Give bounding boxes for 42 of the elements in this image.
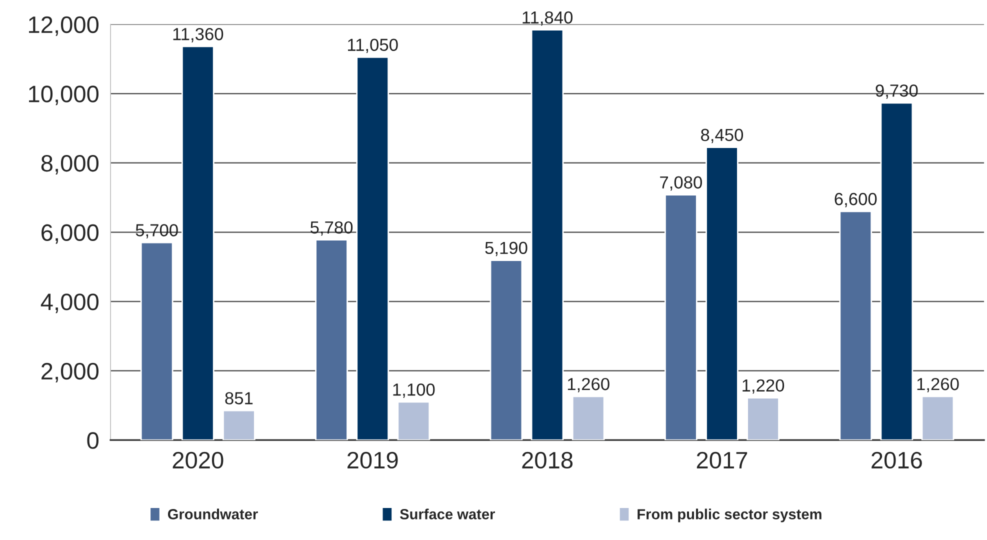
bar	[530, 29, 564, 440]
y-tick-label: 2,000	[42, 362, 99, 382]
bar	[222, 410, 256, 440]
x-tick-label: 2016	[872, 452, 922, 469]
y-tick-label: 4,000	[40, 294, 99, 314]
bar	[746, 397, 780, 440]
legend-label: Groundwater	[168, 508, 258, 520]
bar	[880, 102, 914, 440]
data-label: 6,600	[834, 192, 877, 208]
data-label: 851	[225, 392, 253, 404]
y-tick-label: 12,000	[29, 16, 99, 36]
data-label: 1,260	[568, 378, 610, 392]
x-tick-label: 2017	[696, 452, 748, 469]
bar	[140, 242, 174, 440]
x-tick-label: 2018	[522, 452, 573, 469]
bar	[490, 260, 523, 440]
y-tick-label: 6,000	[42, 224, 99, 244]
x-tick-label: 2019	[348, 452, 398, 469]
y-tick-label: 0	[87, 432, 99, 449]
x-tick-label: 2020	[172, 452, 224, 469]
data-label: 1,100	[393, 383, 435, 398]
data-label: 11,050	[348, 38, 398, 54]
bar	[572, 396, 605, 440]
data-label: 7,080	[660, 176, 702, 191]
data-label: 1,260	[917, 378, 959, 392]
bar	[664, 194, 698, 440]
data-label: 5,190	[485, 242, 528, 256]
legend-label: Surface water	[400, 508, 495, 520]
legend-label: From public sector system	[638, 508, 822, 522]
data-label: 8,450	[701, 128, 744, 144]
bar	[921, 396, 954, 440]
bar	[706, 146, 738, 440]
bar	[315, 239, 348, 440]
y-tick-label: 10,000	[29, 86, 99, 106]
data-label: 11,840	[522, 11, 573, 26]
bar	[397, 401, 430, 440]
bar	[839, 210, 872, 440]
bar	[181, 46, 214, 440]
data-label: 11,360	[173, 28, 224, 42]
y-tick-label: 8,000	[41, 154, 99, 174]
bar	[356, 56, 390, 440]
data-label: 1,220	[742, 379, 784, 394]
